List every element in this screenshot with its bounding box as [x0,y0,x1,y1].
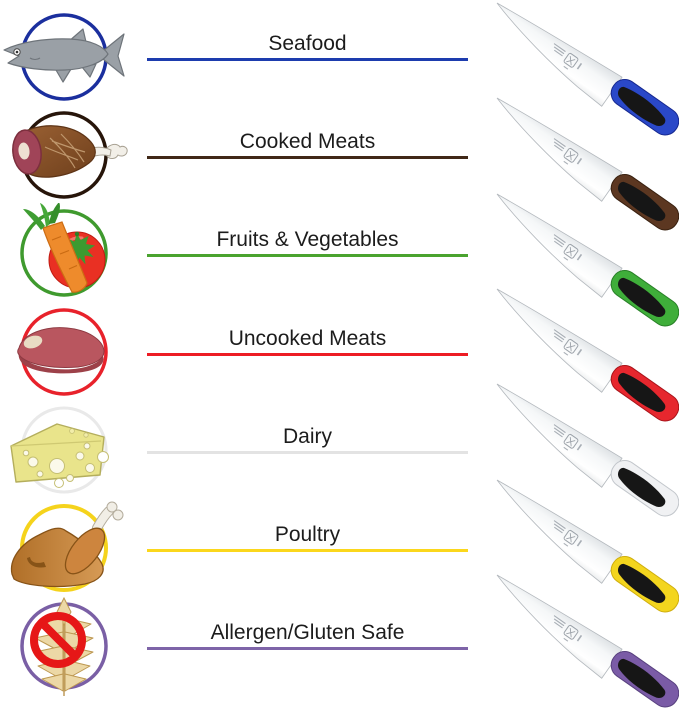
category-color-line [147,254,468,258]
knife-blade [496,97,623,203]
knife-blade [496,383,623,489]
knife-handle-grip [617,563,666,603]
knife-allergen-gluten-safe [496,574,679,708]
wheat-banned-icon [0,596,130,700]
category-color-line [147,352,468,356]
produce-icon [20,203,108,298]
category-label: Dairy [282,424,332,448]
knife-blade [496,479,623,584]
knife-dairy [496,383,679,517]
knife-blade-etching [553,424,583,451]
knife-handle-grip [617,372,666,413]
turkey-icon [0,498,130,602]
cheese-icon [0,400,130,504]
knife-blade-etching [553,329,583,356]
category-color-line [147,156,468,160]
knife-handle-grip [617,658,666,698]
ham-icon [12,111,128,199]
raw-meat-icon [17,307,108,396]
knife-fruits-vegetables [496,193,679,327]
knife-seafood [496,2,679,136]
category-color-line [147,548,468,552]
raw-meat-icon [0,302,130,406]
knife-blade [496,193,623,298]
category-color-line [147,450,468,454]
fish-icon [3,13,125,101]
category-color-line [147,647,468,651]
turkey-icon [10,501,124,592]
category-label: Uncooked Meats [228,326,387,350]
knife-blade-etching [553,138,583,165]
knife-blade [496,574,623,679]
category-label: Fruits & Vegetables [216,228,399,252]
knife-cooked-meats [496,97,679,231]
knife-blade [496,2,623,107]
produce-icon [0,203,130,307]
category-label: Allergen/Gluten Safe [210,621,405,645]
category-color-line [147,58,468,61]
category-label: Seafood [268,32,347,55]
category-label: Cooked Meats [239,130,376,154]
category-label: Poultry [274,522,341,546]
knife-blade-etching [553,519,583,547]
knife-handle-grip [617,182,666,222]
knife-blade [496,288,623,393]
knife-uncooked-meats [496,288,679,422]
fish-icon [0,7,130,111]
knife-handle-grip [617,277,666,317]
knife-blade-etching [553,615,583,642]
cheese-icon [10,406,109,494]
knife-poultry [496,479,679,613]
knife-blade-etching [553,43,583,70]
no-gluten-icon [20,596,108,697]
knife-handle-grip [617,86,666,127]
knife-blade-etching [553,233,583,261]
knife-handle-grip [617,468,666,508]
ham-icon [0,105,130,209]
